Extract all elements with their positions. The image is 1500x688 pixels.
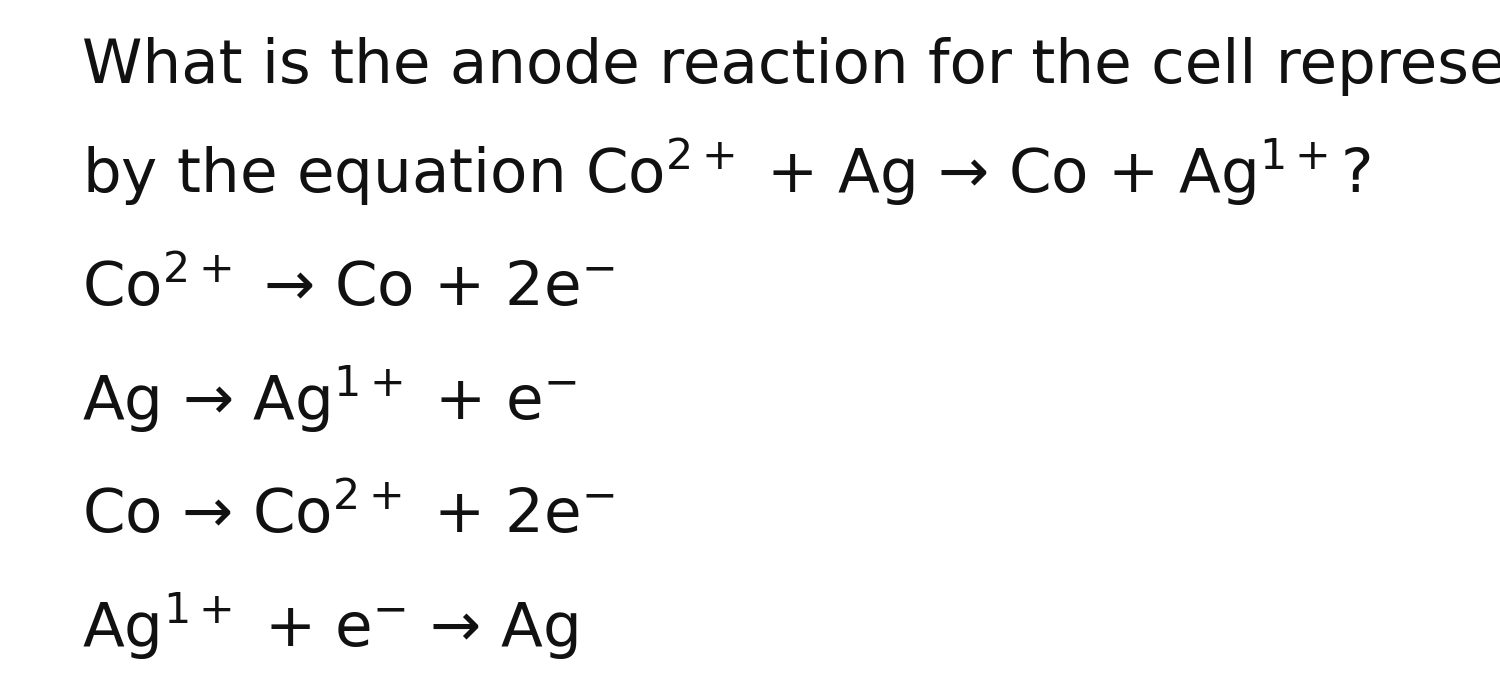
Text: by the equation Co$^{2+}$ + Ag → Co + Ag$^{1+}$?: by the equation Co$^{2+}$ + Ag → Co + Ag…	[82, 136, 1371, 208]
Text: Ag → Ag$^{1+}$ + e$^{-}$: Ag → Ag$^{1+}$ + e$^{-}$	[82, 363, 578, 435]
Text: Co$^{2+}$ → Co + 2e$^{-}$: Co$^{2+}$ → Co + 2e$^{-}$	[82, 259, 615, 319]
Text: Ag$^{1+}$ + e$^{-}$ → Ag: Ag$^{1+}$ + e$^{-}$ → Ag	[82, 590, 578, 662]
Text: What is the anode reaction for the cell represented: What is the anode reaction for the cell …	[82, 36, 1500, 96]
Text: Co → Co$^{2+}$ + 2e$^{-}$: Co → Co$^{2+}$ + 2e$^{-}$	[82, 486, 615, 546]
